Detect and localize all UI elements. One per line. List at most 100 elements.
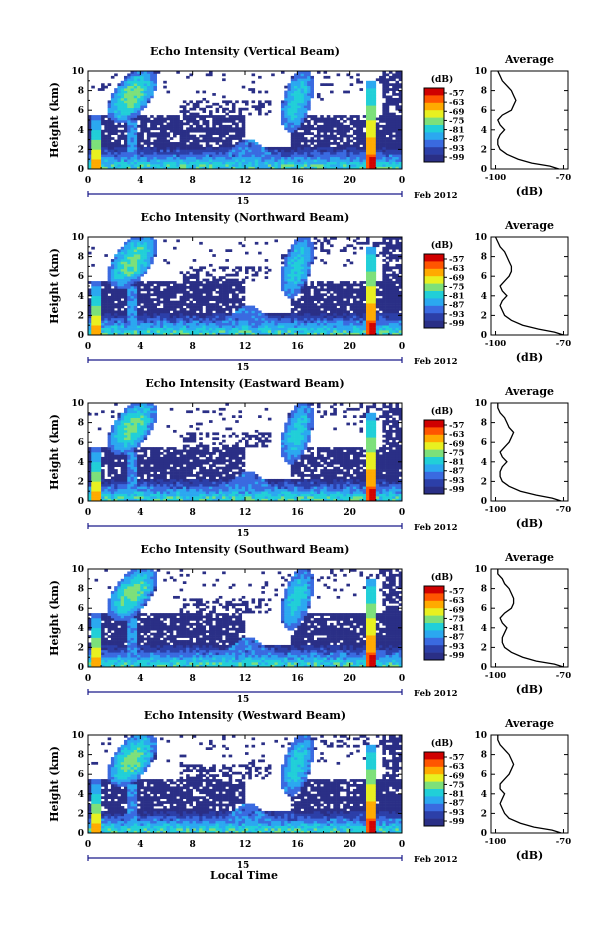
heatmap-cell xyxy=(385,122,390,126)
heatmap-cell xyxy=(176,127,180,131)
heatmap-cell xyxy=(159,154,164,158)
heatmap-cell xyxy=(133,300,138,304)
heatmap-cell xyxy=(137,281,141,284)
heatmap-cell xyxy=(195,322,200,326)
heatmap-cell xyxy=(104,295,108,299)
heatmap-cell xyxy=(375,78,380,82)
heatmap-cell xyxy=(222,142,226,145)
heatmap-cell xyxy=(189,166,193,170)
heatmap-cell xyxy=(179,134,184,138)
heatmap-cell xyxy=(143,254,148,257)
heatmap-cell xyxy=(398,142,403,145)
heatmap-cell xyxy=(300,164,305,167)
heatmap-cell xyxy=(150,132,154,135)
heatmap-cell xyxy=(294,85,298,89)
heatmap-cell xyxy=(385,288,390,292)
heatmap-cell xyxy=(343,325,347,328)
heatmap-cell xyxy=(307,124,311,128)
average-y-tick-label: 6 xyxy=(481,106,487,116)
heatmap-cell xyxy=(133,134,138,138)
heatmap-cell xyxy=(372,327,377,331)
heatmap-cell xyxy=(280,322,285,326)
heatmap-cell xyxy=(150,71,154,74)
heatmap-cell xyxy=(133,149,138,153)
heatmap-cell xyxy=(352,290,357,294)
heatmap-cell xyxy=(245,146,249,150)
heatmap-cell xyxy=(339,281,344,284)
heatmap-cell xyxy=(326,322,331,326)
heatmap-cell xyxy=(316,117,321,121)
heatmap-cell xyxy=(330,149,334,153)
heatmap-cell xyxy=(143,263,148,267)
heatmap-cell xyxy=(251,154,256,158)
heatmap-cell xyxy=(264,166,269,170)
heatmap-cell xyxy=(326,164,331,167)
heatmap-cell xyxy=(143,156,148,160)
heatmap-cell xyxy=(218,330,223,333)
heatmap-cell xyxy=(241,122,246,126)
heatmap-cell xyxy=(123,139,128,143)
heatmap-cell xyxy=(231,300,236,304)
heatmap-cell xyxy=(127,129,131,133)
heatmap-cell xyxy=(218,154,223,158)
heatmap-cell xyxy=(91,290,95,294)
heatmap-cell xyxy=(369,134,373,138)
heatmap-cell xyxy=(297,100,301,104)
heatmap-cell xyxy=(235,117,239,121)
heatmap-cell xyxy=(179,156,184,160)
heatmap-cell xyxy=(294,112,298,116)
heatmap-cell xyxy=(133,71,138,74)
heatmap-cell xyxy=(385,102,390,106)
heatmap-cell xyxy=(395,246,400,250)
heatmap-cell xyxy=(307,290,311,294)
heatmap-cell xyxy=(398,315,403,319)
heatmap-cell xyxy=(323,261,328,265)
heatmap-cell xyxy=(101,327,105,331)
heatmap-cell xyxy=(159,127,164,131)
heatmap-cell xyxy=(251,164,256,167)
heatmap-cell xyxy=(228,288,233,292)
heatmap-cell xyxy=(114,330,118,333)
heatmap-cell xyxy=(294,300,298,304)
heatmap-cell xyxy=(388,88,393,91)
heatmap-cell xyxy=(225,330,229,333)
heatmap-cell xyxy=(254,317,259,321)
heatmap-cell xyxy=(388,310,393,314)
heatmap-cell xyxy=(379,139,383,143)
heatmap-cell xyxy=(280,120,285,123)
heatmap-cell xyxy=(366,117,370,121)
heatmap-cell xyxy=(267,156,272,160)
heatmap-cell xyxy=(166,312,171,316)
heatmap-cell xyxy=(359,332,364,336)
heatmap-cell xyxy=(313,144,318,148)
heatmap-cell xyxy=(346,293,350,297)
heatmap-cell xyxy=(94,293,99,297)
heatmap-cell xyxy=(349,159,354,162)
heatmap-cell xyxy=(369,261,373,265)
heatmap-cell xyxy=(143,166,148,170)
heatmap-cell xyxy=(186,137,190,140)
heatmap-cell xyxy=(349,151,354,155)
heatmap-cell xyxy=(392,142,396,145)
heatmap-cell xyxy=(382,107,386,111)
heatmap-cell xyxy=(369,259,373,262)
heatmap-cell xyxy=(205,315,210,319)
heatmap-cell xyxy=(284,122,288,126)
heatmap-cell xyxy=(133,254,138,257)
heatmap-cell xyxy=(91,159,95,162)
heatmap-cell xyxy=(215,308,220,311)
heatmap-cell xyxy=(133,142,138,145)
heatmap-cell xyxy=(287,276,292,279)
heatmap-cell xyxy=(212,164,216,167)
heatmap-cell xyxy=(346,144,350,148)
heatmap-cell xyxy=(209,73,213,77)
heatmap-cell xyxy=(297,161,301,165)
heatmap-cell xyxy=(186,330,190,333)
heatmap-cell xyxy=(140,310,144,314)
heatmap-cell xyxy=(349,83,354,86)
heatmap-cell xyxy=(235,149,239,153)
heatmap-cell xyxy=(395,278,400,282)
heatmap-cell xyxy=(146,263,151,267)
heatmap-cell xyxy=(130,166,135,170)
heatmap-cell xyxy=(209,273,213,277)
